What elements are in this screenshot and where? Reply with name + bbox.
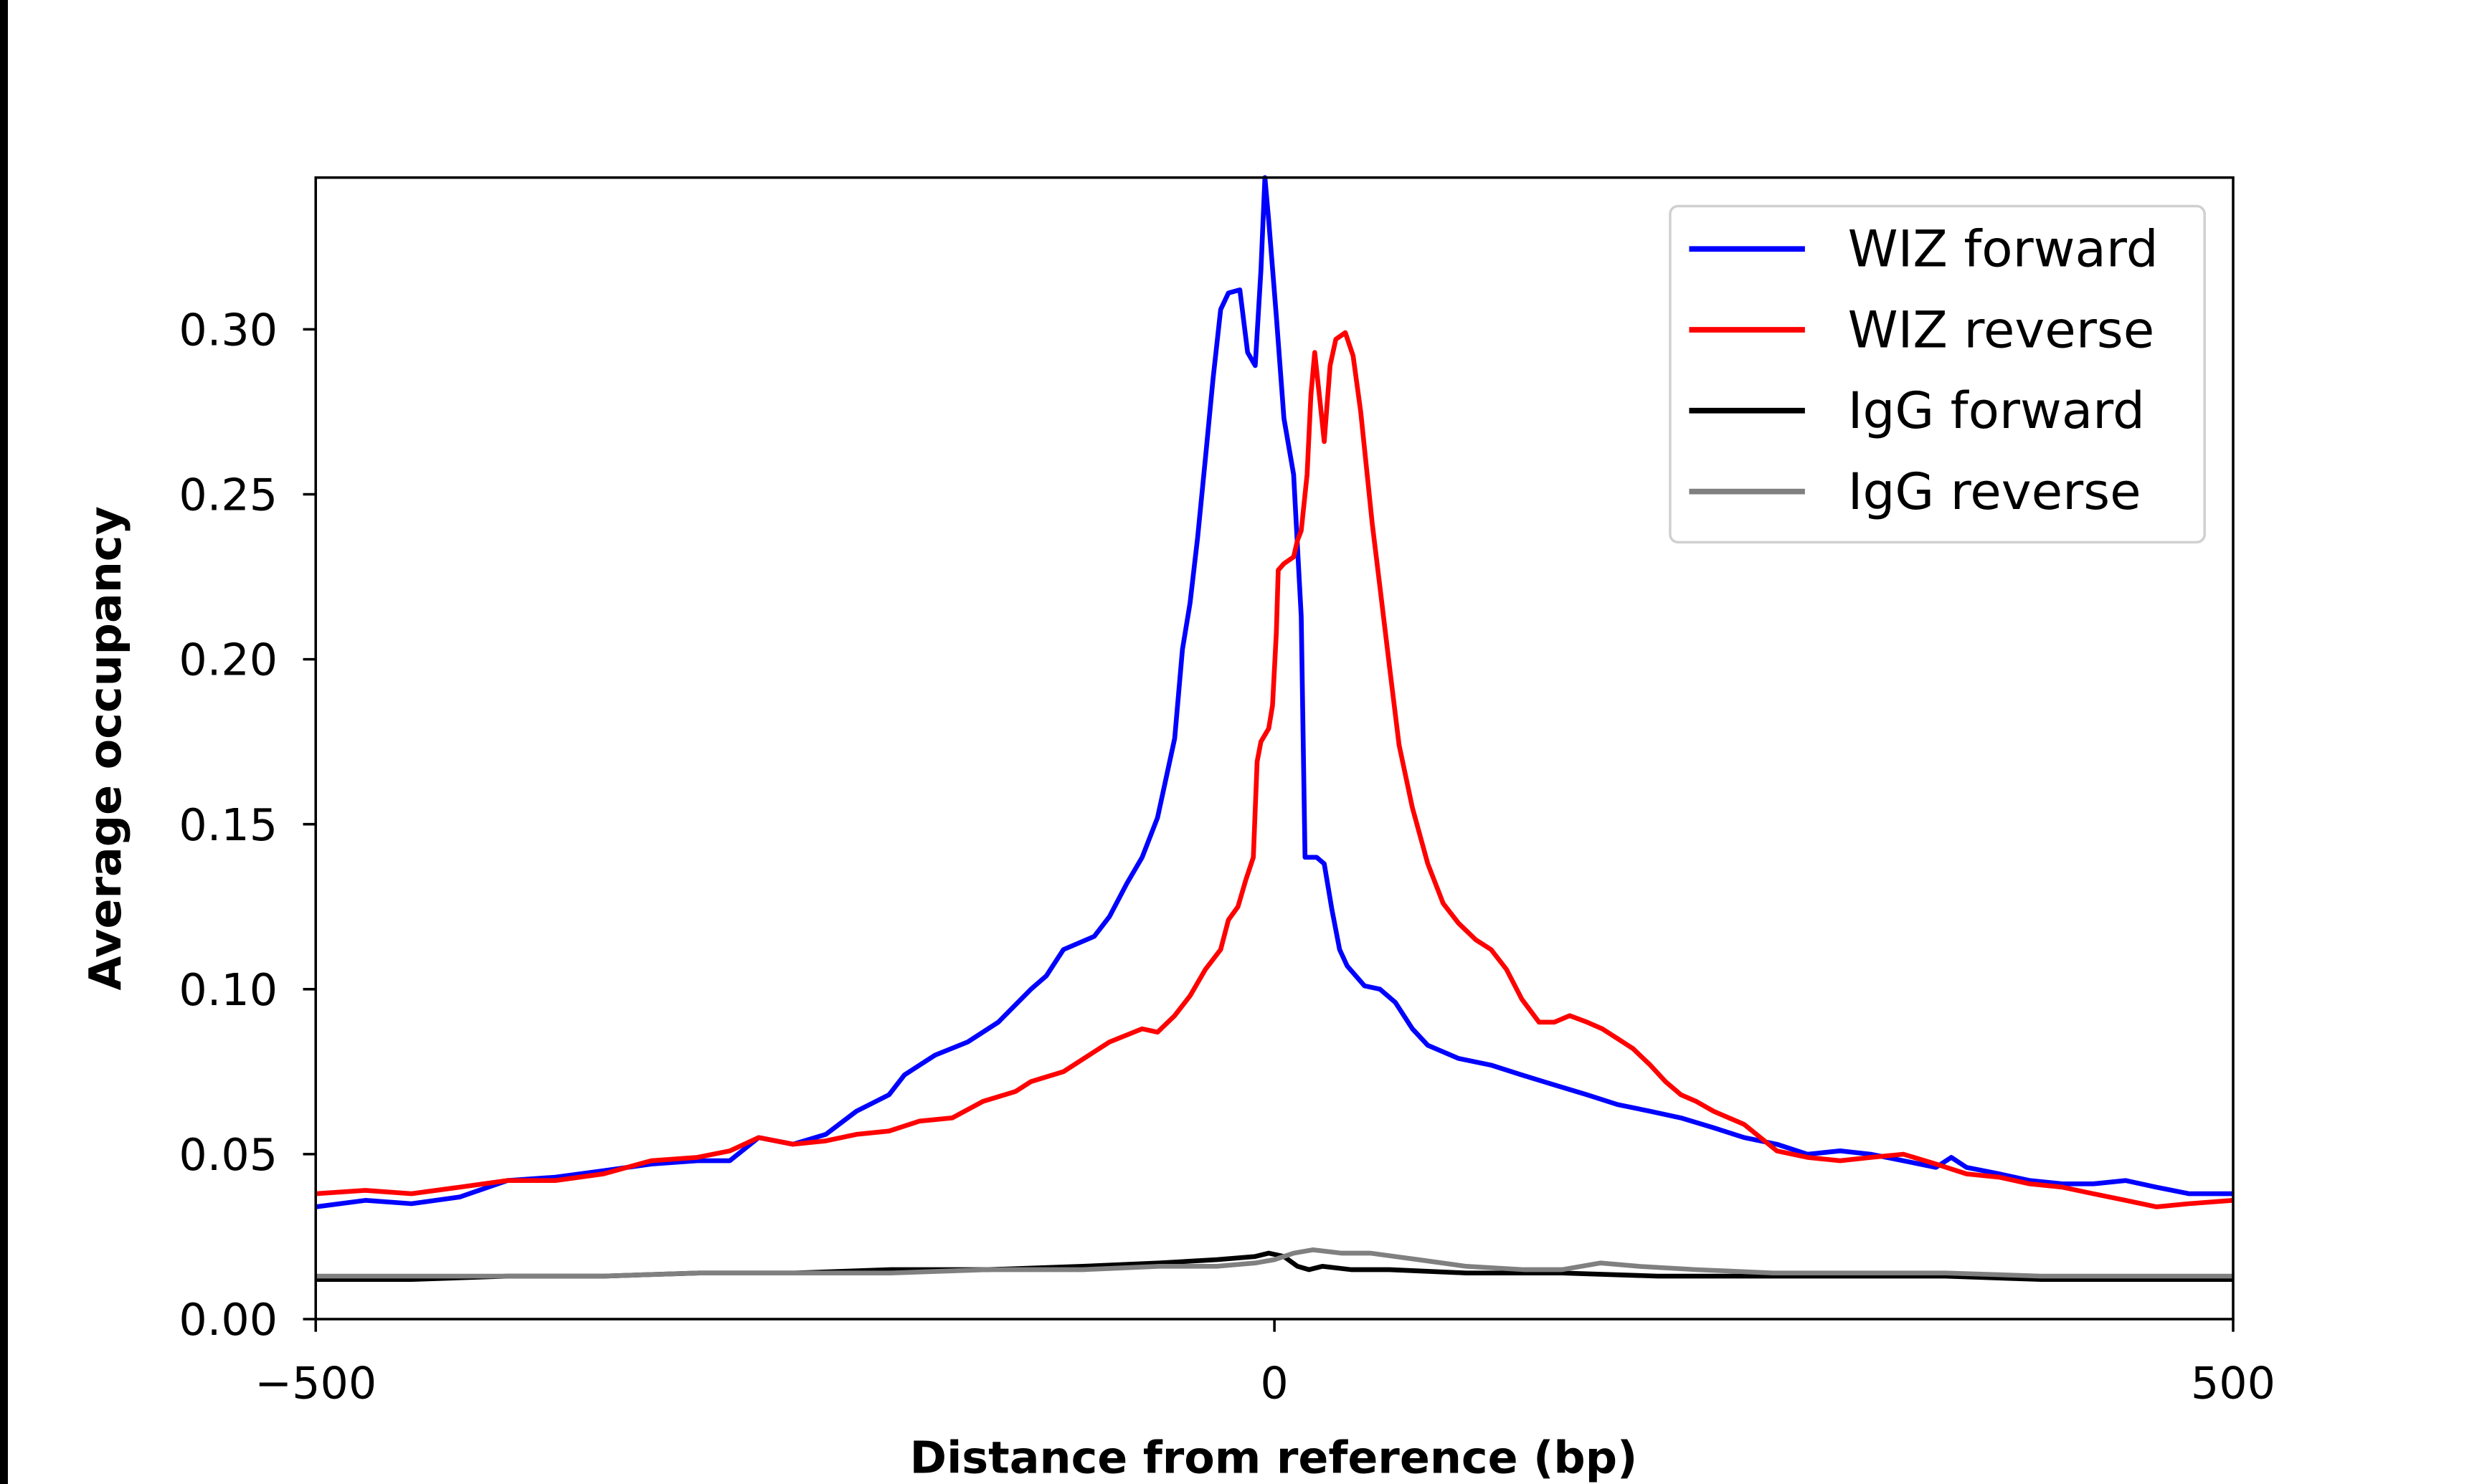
y-tick-label: 0.15 [179, 799, 278, 851]
y-tick-label: 0.30 [179, 305, 278, 356]
x-tick-label: 0 [1260, 1358, 1288, 1409]
series-line-wiz-reverse [316, 330, 2234, 1209]
series-lines [315, 175, 2234, 1283]
y-axis-label: Average occupancy [80, 506, 131, 990]
x-tick-label: −500 [255, 1358, 376, 1409]
legend-box [1669, 204, 2206, 544]
legend-label: IgG reverse [1848, 462, 2141, 521]
series-line-wiz-forward [315, 175, 2234, 1209]
y-tick-label: 0.05 [179, 1129, 278, 1181]
series-line-igg-reverse [316, 1247, 2234, 1279]
y-tick-label: 0.00 [179, 1294, 278, 1346]
legend-label: WIZ reverse [1848, 300, 2155, 359]
y-tick-label: 0.10 [179, 964, 278, 1016]
left-border [0, 0, 8, 1484]
legend: WIZ forward WIZ reverse IgG forward IgG rev… [1669, 204, 2206, 544]
x-axis-label: Distance from reference (bp) [910, 1432, 1638, 1484]
y-tick-label: 0.20 [179, 634, 278, 686]
y-tick-label: 0.25 [179, 470, 278, 521]
axis-ticks: −500 0 500 0.00 0.05 0.10 0.15 0.20 0.25 0.30 [179, 305, 2275, 1409]
x-tick-label: 500 [2191, 1358, 2275, 1409]
legend-label: IgG forward [1848, 381, 2145, 440]
legend-label: WIZ forward [1848, 219, 2159, 279]
